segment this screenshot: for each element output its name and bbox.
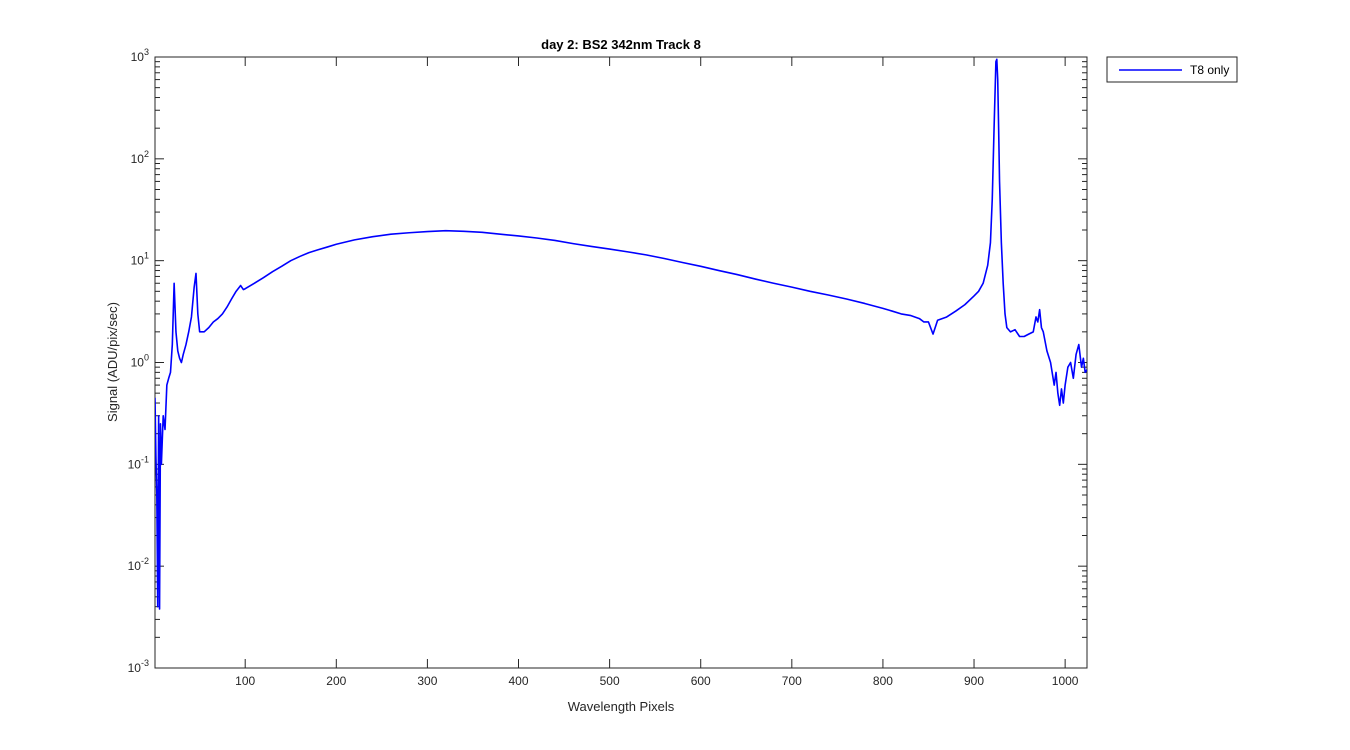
y-tick-label: 10-2: [128, 556, 149, 573]
x-tick-label: 100: [235, 674, 255, 688]
x-tick-label: 300: [417, 674, 437, 688]
y-tick-label: 100: [131, 353, 149, 370]
axes-box: [154, 56, 1088, 669]
x-tick-label: 900: [964, 674, 984, 688]
y-axis-label: Signal (ADU/pix/sec): [105, 302, 120, 422]
tick-labels: 100 200 300 400 500 600 700 800 900 1000 10-3 10-2 1…: [128, 47, 1079, 688]
x-tick-label: 500: [600, 674, 620, 688]
legend-label-t8-only: T8 only: [1190, 63, 1229, 77]
series-line-t8-only: [155, 58, 1087, 610]
y-tick-label: 10-1: [128, 454, 149, 471]
x-axis-label: Wavelength Pixels: [568, 699, 675, 714]
x-tick-label: 400: [508, 674, 528, 688]
x-tick-label: 200: [326, 674, 346, 688]
y-tick-label: 103: [131, 47, 149, 64]
x-tick-label: 700: [782, 674, 802, 688]
y-tick-label: 10-3: [128, 658, 149, 675]
y-tick-label: 102: [131, 149, 149, 166]
x-tick-label: 600: [691, 674, 711, 688]
chart-title: day 2: BS2 342nm Track 8: [541, 37, 701, 52]
x-tick-label: 1000: [1052, 674, 1079, 688]
legend: T8 only: [1106, 56, 1238, 83]
x-tick-label: 800: [873, 674, 893, 688]
y-tick-label: 101: [131, 251, 149, 268]
plot-area: 100 200 300 400 500 600 700 800 900 1000 10-3 10-2 1…: [128, 47, 1088, 688]
